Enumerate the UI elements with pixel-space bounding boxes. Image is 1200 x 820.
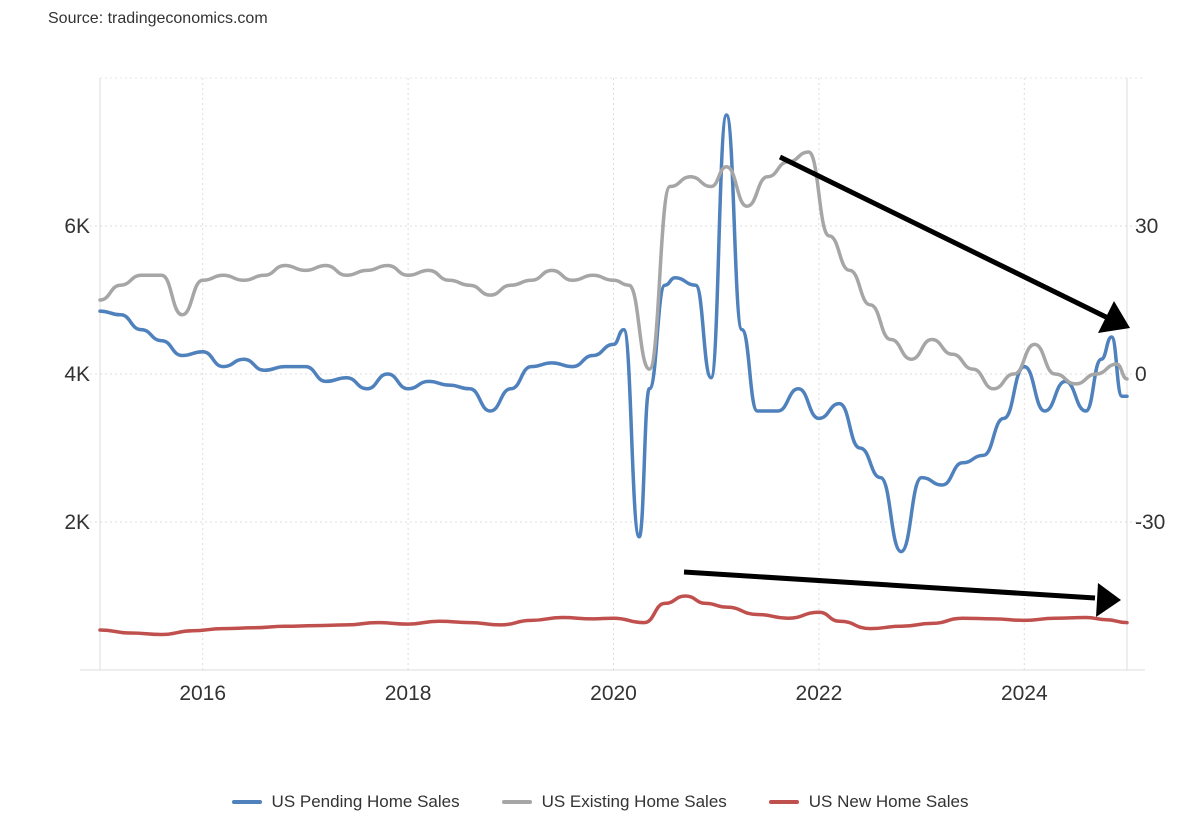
- x-tick-label: 2022: [796, 682, 843, 705]
- upper-trend-arrowhead: [1098, 301, 1130, 333]
- y-right-tick-label: -30: [1135, 511, 1165, 534]
- legend-swatch-new: [768, 800, 799, 804]
- legend-item-new[interactable]: US New Home Sales: [768, 792, 969, 812]
- line-chart: 2K 4K 6K -30 0 30 2016 2018 2020 2022 2024: [64, 77, 1165, 705]
- existing-home-sales-line: [98, 150, 1129, 391]
- upper-trend-arrow-line: [778, 154, 1110, 321]
- y-left-tick-label: 4K: [64, 363, 90, 386]
- grid: [80, 77, 1145, 671]
- y-left-tick-label: 2K: [64, 511, 90, 534]
- x-tick-label: 2016: [179, 682, 226, 705]
- x-tick-label: 2020: [590, 682, 637, 705]
- axis-ticks: 2K 4K 6K -30 0 30 2016 2018 2020 2022 2024: [64, 215, 1165, 705]
- lower-trend-arrow-line: [683, 569, 1096, 601]
- legend-label-pending: US Pending Home Sales: [271, 792, 460, 811]
- legend-label-existing: US Existing Home Sales: [541, 792, 727, 811]
- y-right-tick-label: 30: [1135, 215, 1158, 238]
- legend-item-pending[interactable]: US Pending Home Sales: [231, 792, 460, 812]
- y-left-tick-label: 6K: [64, 215, 90, 238]
- annotation-arrows: [683, 154, 1130, 617]
- legend: US Pending Home Sales US Existing Home S…: [0, 792, 1200, 812]
- y-right-tick-label: 0: [1135, 363, 1147, 386]
- new-home-sales-line: [98, 594, 1129, 637]
- legend-label-new: US New Home Sales: [808, 792, 969, 811]
- x-tick-label: 2018: [385, 682, 432, 705]
- x-tick-label: 2024: [1001, 682, 1048, 705]
- lower-trend-arrowhead: [1096, 583, 1121, 617]
- legend-swatch-existing: [501, 800, 532, 804]
- legend-swatch-pending: [231, 800, 262, 804]
- source-label: Source: tradingeconomics.com: [48, 10, 268, 27]
- legend-item-existing[interactable]: US Existing Home Sales: [501, 792, 727, 812]
- series-lines: [98, 113, 1129, 637]
